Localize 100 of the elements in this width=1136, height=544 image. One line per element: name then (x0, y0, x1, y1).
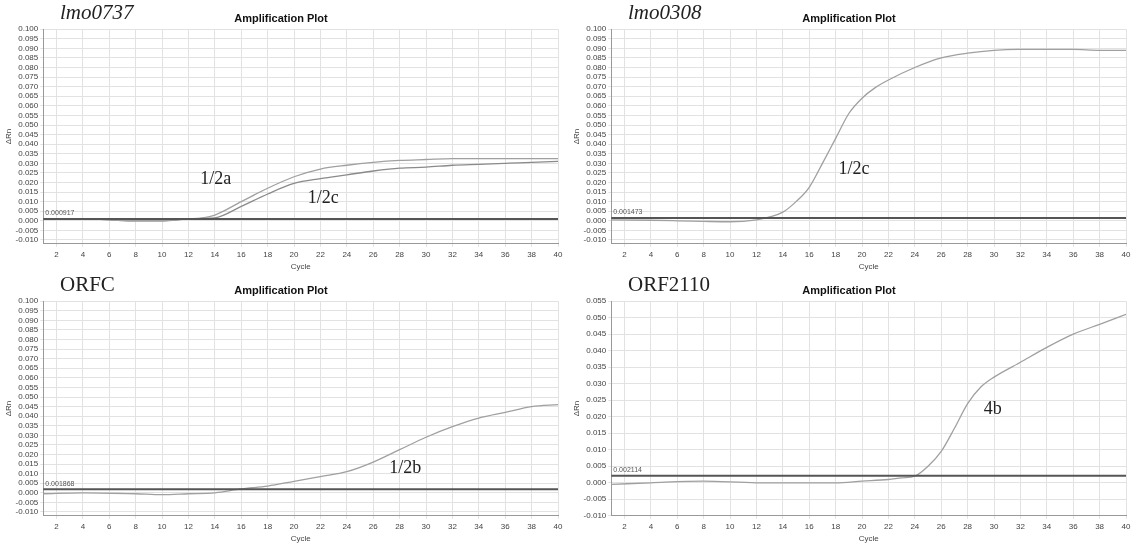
y-tick-label: -0.010 (15, 235, 39, 245)
y-tick-label: 0.040 (18, 139, 39, 149)
x-tick-label: 22 (315, 521, 326, 531)
x-tick-label: 20 (857, 521, 868, 531)
x-tick-label: 38 (527, 249, 537, 259)
x-tick-label: 6 (107, 521, 113, 531)
y-tick-label: -0.005 (583, 225, 607, 235)
x-tick-label: 4 (648, 521, 654, 531)
x-tick-label: 26 (368, 521, 379, 531)
y-tick-label: 0.075 (586, 72, 607, 82)
x-tick-label: 8 (701, 521, 707, 531)
y-tick-label: 0.065 (586, 91, 607, 101)
y-tick-label: 0.045 (586, 129, 607, 139)
x-tick-label: 24 (910, 521, 920, 531)
chart-subtitle: ORF2110 (628, 272, 711, 297)
x-tick-label: 36 (500, 521, 511, 531)
x-tick-label: 36 (500, 249, 511, 259)
x-tick-label: 38 (527, 521, 537, 531)
x-axis-title: Cycle (858, 262, 880, 272)
y-tick-label: 0.010 (586, 444, 607, 454)
y-tick-label: 0.065 (18, 363, 39, 373)
x-tick-label: 30 (421, 249, 432, 259)
x-tick-label: 6 (675, 521, 681, 531)
x-tick-label: 28 (395, 249, 405, 259)
x-tick-label: 2 (54, 249, 60, 259)
x-tick-label: 18 (263, 521, 273, 531)
x-tick-label: 22 (883, 249, 894, 259)
y-tick-label: 0.080 (18, 62, 39, 72)
y-tick-label: -0.005 (15, 225, 39, 235)
y-tick-label: 0.000 (586, 477, 607, 487)
y-axis-title: ΔRn (4, 128, 13, 145)
x-tick-label: 28 (963, 249, 973, 259)
y-tick-label: 0.070 (18, 353, 39, 363)
x-axis-title: Cycle (858, 534, 880, 544)
y-tick-label: 0.040 (586, 345, 607, 355)
y-tick-label: 0.030 (18, 430, 39, 440)
x-tick-label: 32 (1015, 249, 1026, 259)
y-tick-label: 0.045 (18, 129, 39, 139)
y-tick-label: 0.090 (18, 43, 39, 53)
y-tick-label: 0.025 (586, 168, 607, 178)
x-tick-label: 38 (1095, 521, 1105, 531)
chart-subtitle: lmo0308 (628, 0, 702, 25)
y-tick-label: 0.015 (586, 187, 607, 197)
x-tick-label: 8 (133, 249, 139, 259)
y-tick-label: 0.025 (18, 440, 39, 450)
x-tick-label: 10 (725, 249, 736, 259)
x-tick-label: 2 (54, 521, 60, 531)
chart-title: Amplification Plot (234, 11, 329, 24)
x-axis-title: Cycle (290, 262, 312, 272)
y-tick-label: 0.045 (586, 329, 607, 339)
x-tick-label: 22 (315, 249, 326, 259)
y-tick-label: 0.085 (18, 53, 39, 63)
y-tick-label: 0.095 (586, 33, 607, 43)
y-tick-label: 0.075 (18, 72, 39, 82)
y-tick-label: 0.020 (586, 411, 607, 421)
y-tick-label: 0.035 (18, 148, 39, 158)
x-tick-label: 12 (184, 249, 194, 259)
y-tick-label: 0.005 (586, 206, 607, 216)
x-tick-label: 14 (778, 521, 788, 531)
x-tick-label: 16 (236, 249, 247, 259)
y-tick-label: -0.010 (15, 507, 39, 517)
y-tick-label: 0.090 (18, 315, 39, 325)
y-tick-label: 0.015 (586, 428, 607, 438)
y-tick-label: 0.025 (586, 395, 607, 405)
chart-title: Amplification Plot (234, 283, 329, 296)
y-tick-label: 0.050 (586, 120, 607, 130)
y-tick-label: 0.050 (18, 392, 39, 402)
x-tick-label: 26 (936, 521, 947, 531)
y-tick-label: 0.085 (18, 325, 39, 335)
y-tick-label: 0.030 (586, 378, 607, 388)
y-tick-label: -0.010 (583, 235, 607, 245)
x-tick-label: 18 (831, 521, 841, 531)
y-tick-label: 0.080 (18, 334, 39, 344)
y-tick-label: 0.095 (18, 305, 39, 315)
x-tick-label: 36 (1068, 249, 1079, 259)
y-tick-label: 0.005 (586, 461, 607, 471)
x-tick-label: 32 (447, 521, 458, 531)
y-tick-label: 0.005 (18, 206, 39, 216)
y-tick-label: 0.010 (18, 196, 39, 206)
x-tick-label: 40 (553, 249, 563, 259)
y-axis-title: ΔRn (4, 400, 13, 417)
x-tick-label: 34 (1042, 521, 1052, 531)
x-tick-label: 10 (725, 521, 736, 531)
y-tick-label: 0.005 (18, 478, 39, 488)
y-tick-label: 0.000 (18, 216, 39, 226)
y-tick-label: 0.075 (18, 344, 39, 354)
y-tick-label: 0.035 (586, 148, 607, 158)
series-label: 1/2a (200, 168, 232, 189)
y-tick-label: 0.050 (18, 120, 39, 130)
y-tick-label: 0.080 (586, 62, 607, 72)
y-tick-label: 0.100 (18, 24, 39, 34)
y-tick-label: 0.065 (18, 91, 39, 101)
y-axis-title: ΔRn (572, 128, 581, 145)
x-tick-label: 4 (80, 249, 86, 259)
y-tick-label: -0.005 (15, 497, 39, 507)
y-tick-label: 0.100 (586, 24, 607, 34)
line-series (43, 404, 558, 496)
x-tick-label: 28 (395, 521, 405, 531)
y-tick-label: -0.005 (583, 494, 607, 504)
x-tick-label: 16 (804, 521, 815, 531)
